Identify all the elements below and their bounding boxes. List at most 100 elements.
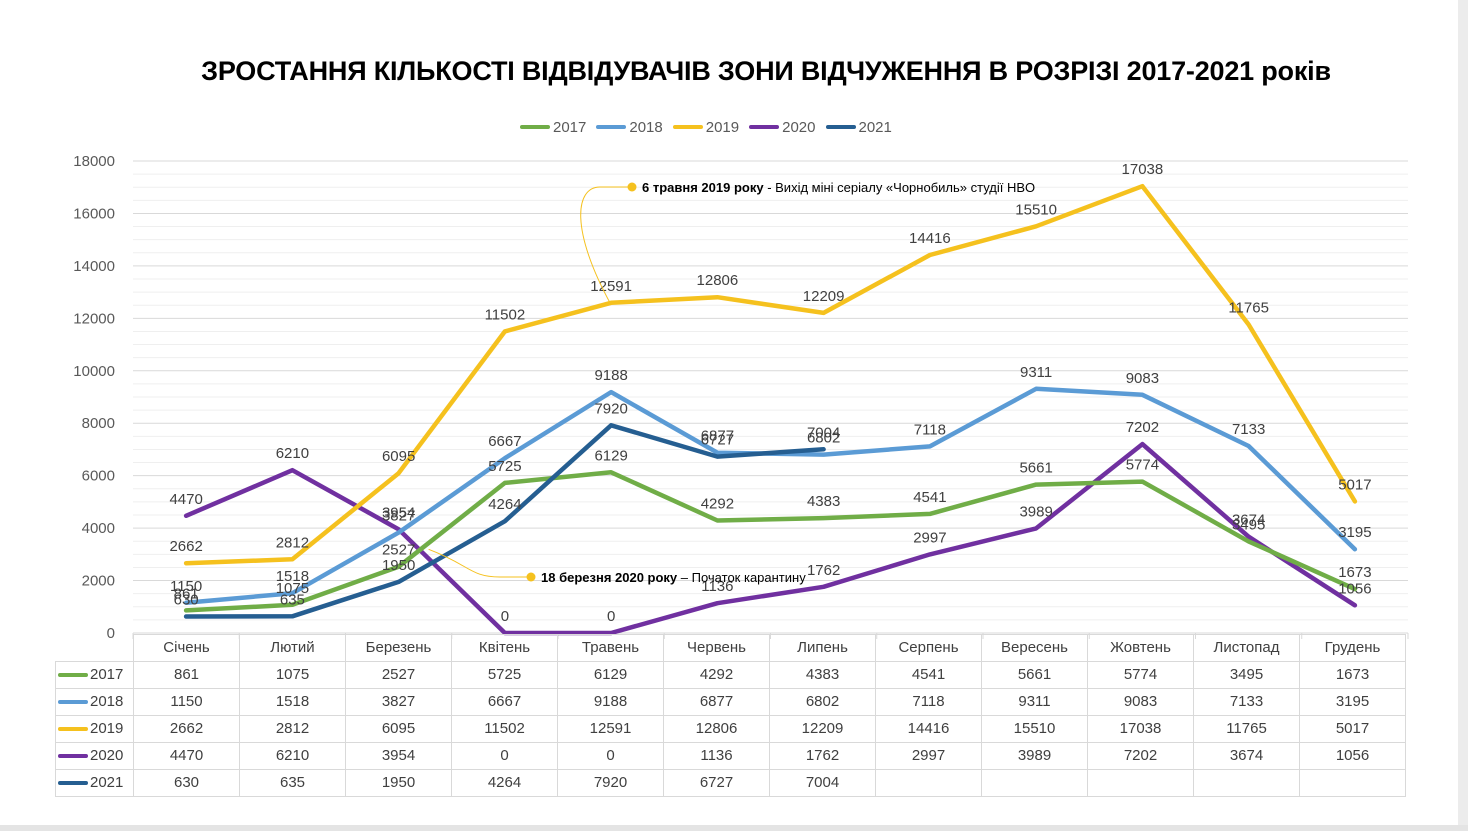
x-tick-label: Березень: [345, 634, 452, 662]
data-label-2020: 1136: [701, 578, 733, 595]
series-line-2021: [183, 423, 826, 619]
table-row: 2017 861 1075 2527 5725 6129 4292 4383 4541 5661 5…: [55, 661, 1406, 689]
table-cell: 3954: [345, 742, 452, 770]
table-cell: 15510: [981, 715, 1088, 743]
x-tick-label: Квітень: [451, 634, 558, 662]
y-tick-label: 2000: [82, 573, 115, 590]
table-cell: 1136: [663, 742, 770, 770]
x-tick-label: Лютий: [239, 634, 346, 662]
data-label-2018: 9311: [1020, 364, 1052, 381]
table-cell: 7118: [875, 688, 982, 716]
table-cell: 1950: [345, 769, 452, 797]
annotation-date: 18 березня 2020 року: [541, 570, 678, 585]
table-cell: 3195: [1299, 688, 1406, 716]
table-cell: 4470: [133, 742, 240, 770]
legend-item-2017: 2017: [520, 119, 586, 136]
data-label-2017: 1673: [1338, 564, 1371, 581]
frame-bottom-edge: [0, 825, 1468, 831]
table-cell: 12209: [769, 715, 876, 743]
data-label-2019: 12591: [590, 278, 632, 295]
annotation-text: - Вихід міні серіалу «Чорнобиль» студії …: [764, 180, 1036, 195]
table-row-header: 2020: [55, 742, 134, 770]
data-label-2017: 4292: [701, 495, 734, 512]
table-cell: 1518: [239, 688, 346, 716]
table-cell: 7202: [1087, 742, 1194, 770]
row-swatch: [58, 727, 88, 732]
legend-label: 2018: [629, 118, 663, 136]
table-row: 2018 1150 1518 3827 6667 9188 6877 6802 7118 9311…: [55, 688, 1406, 716]
table-cell: 5661: [981, 661, 1088, 689]
data-label-2020: 4470: [169, 491, 202, 508]
row-swatch: [58, 673, 88, 678]
data-label-2018: 1518: [276, 568, 309, 585]
y-tick-label: 16000: [73, 205, 115, 222]
data-label-2020: 3674: [1232, 512, 1265, 529]
table-cell: 6095: [345, 715, 452, 743]
data-label-2019: 5017: [1338, 476, 1371, 493]
table-cell: 3989: [981, 742, 1088, 770]
row-label: 2020: [90, 747, 124, 764]
table-cell: 6210: [239, 742, 346, 770]
table-cell: 3674: [1193, 742, 1300, 770]
row-label: 2019: [90, 720, 124, 737]
legend-label: 2020: [782, 118, 816, 136]
legend-item-2019: 2019: [672, 119, 739, 136]
table-row-header: 2018: [55, 688, 134, 716]
data-label-2019: 15510: [1015, 201, 1057, 218]
table-cell: 6727: [663, 769, 770, 797]
legend-swatch: [596, 125, 627, 129]
x-tick-label: Липень: [769, 634, 876, 662]
data-label-2018: 6667: [488, 433, 521, 450]
table-cell: 1075: [239, 661, 346, 689]
data-label-2018: 6802: [807, 430, 840, 447]
table-cell: 9311: [981, 688, 1088, 716]
y-tick-label: 10000: [73, 363, 115, 380]
data-label-2018: 3827: [382, 508, 415, 525]
data-label-2017: 1075: [276, 580, 309, 597]
series-line-2017: [183, 470, 1358, 613]
table-row-header: 2021: [55, 769, 134, 797]
annotation-date: 6 травня 2019 року: [642, 180, 764, 195]
data-label-2021: 635: [280, 591, 305, 608]
frame-right-edge: [1458, 0, 1468, 831]
annotation-text: – Початок карантину: [677, 570, 806, 585]
table-cell: 6667: [451, 688, 558, 716]
data-label-2020: 0: [607, 608, 615, 625]
legend: 2017 2018 2019 2020 2021: [520, 117, 902, 137]
legend-swatch: [749, 125, 780, 129]
legend-item-2020: 2020: [749, 118, 816, 136]
table-cell: 0: [451, 742, 558, 770]
data-label-2020: 0: [501, 608, 509, 625]
table-cell: 12591: [557, 715, 664, 743]
data-label-2019: 17038: [1122, 161, 1164, 178]
data-label-2019: 11502: [485, 306, 526, 323]
table-cell: 14416: [875, 715, 982, 743]
legend-swatch: [520, 125, 550, 129]
data-label-2018: 9083: [1126, 370, 1159, 387]
row-label: 2018: [90, 693, 124, 710]
table-cell: 0: [557, 742, 664, 770]
table-cell: 1673: [1299, 661, 1406, 689]
data-label-2020: 2997: [913, 529, 946, 546]
table-cell: 7004: [769, 769, 876, 797]
row-swatch: [58, 700, 88, 705]
data-label-2020: 3954: [382, 504, 415, 521]
y-tick-label: 12000: [73, 310, 115, 327]
table-cell: 2662: [133, 715, 240, 743]
x-tick-label: Жовтень: [1087, 634, 1194, 662]
data-label-2020: 1762: [807, 562, 840, 579]
table-cell: 2997: [875, 742, 982, 770]
table-cell: 4541: [875, 661, 982, 689]
table-cell: 7133: [1193, 688, 1300, 716]
table-cell: 4383: [769, 661, 876, 689]
annotation-marker: [627, 182, 637, 192]
annotation-quarantine: 18 березня 2020 року – Початок карантину: [541, 570, 806, 585]
table-cell: 630: [133, 769, 240, 797]
data-label-2020: 3989: [1019, 503, 1052, 520]
table-cell: 2527: [345, 661, 452, 689]
table-cell: [1087, 769, 1194, 797]
data-label-2021: 7920: [594, 400, 627, 417]
data-label-2018: 6877: [701, 428, 734, 445]
table-cell: 861: [133, 661, 240, 689]
